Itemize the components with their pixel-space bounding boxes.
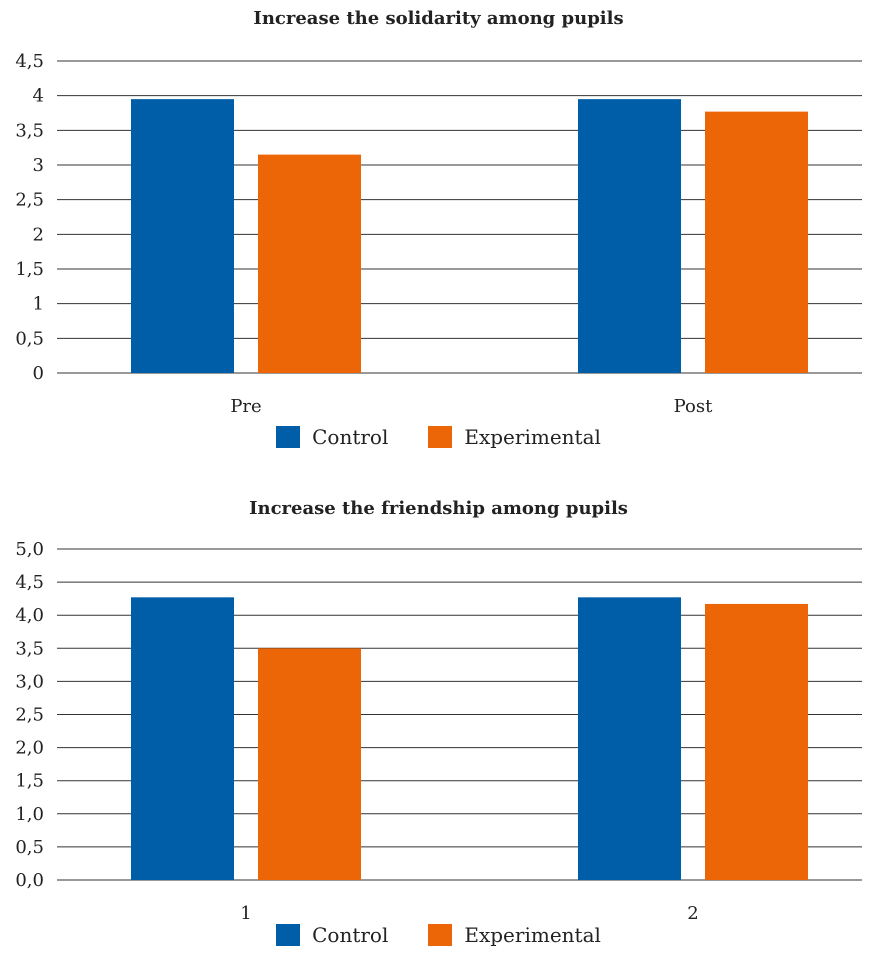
y-tick-label: 2 [33, 224, 44, 245]
y-tick-label: 3,0 [15, 671, 44, 692]
bar-experimental-pre [258, 154, 361, 373]
chart-title: Increase the solidarity among pupils [253, 8, 624, 29]
chart-legend: Control Experimental [0, 923, 877, 947]
bar-control-1 [131, 597, 234, 880]
solidarity-plot: 0 0,5 1 1,5 2 2,5 3 3,5 4 4,5 Pre Post [15, 51, 862, 417]
legend-label-experimental: Experimental [464, 923, 601, 947]
x-category-label: Pre [230, 396, 261, 417]
friendship-chart: Increase the friendship among pupils 0,0… [0, 490, 877, 957]
y-tick-label: 3,5 [15, 638, 44, 659]
y-tick-label: 4,0 [15, 605, 44, 626]
chart-legend: Control Experimental [0, 425, 877, 449]
y-tick-label: 2,5 [15, 705, 44, 726]
y-tick-label: 4,5 [15, 51, 44, 72]
y-tick-label: 4,5 [15, 572, 44, 593]
legend-swatch-control [276, 426, 301, 448]
bar-experimental-1 [258, 648, 361, 880]
y-tick-label: 1 [33, 294, 44, 315]
y-tick-label: 2,0 [15, 738, 44, 759]
y-tick-label: 5,0 [15, 539, 44, 560]
legend-item-control: Control [276, 923, 388, 947]
y-tick-label: 0,5 [15, 328, 44, 349]
legend-label-experimental: Experimental [464, 425, 601, 449]
legend-swatch-experimental [428, 924, 453, 946]
legend-item-experimental: Experimental [428, 923, 601, 947]
legend-item-control: Control [276, 425, 388, 449]
bar-control-2 [578, 597, 681, 880]
y-tick-label: 3,5 [15, 120, 44, 141]
y-tick-label: 0,5 [15, 837, 44, 858]
solidarity-chart: Increase the solidarity among pupils 0 0,… [0, 0, 877, 470]
y-tick-label: 0 [33, 363, 44, 384]
x-category-label: 1 [240, 903, 251, 920]
chart-title: Increase the friendship among pupils [249, 498, 628, 519]
y-tick-label: 1,0 [15, 804, 44, 825]
x-category-label: Post [674, 396, 713, 417]
bar-experimental-post [705, 111, 808, 373]
bar-control-pre [131, 99, 234, 373]
x-category-label: 2 [687, 903, 698, 920]
y-tick-label: 1,5 [15, 259, 44, 280]
legend-swatch-control [276, 924, 301, 946]
y-tick-label: 1,5 [15, 771, 44, 792]
bar-control-post [578, 99, 681, 373]
y-tick-label: 2,5 [15, 190, 44, 211]
bar-experimental-2 [705, 603, 808, 880]
friendship-plot: 0,0 0,5 1,0 1,5 2,0 2,5 3,0 3,5 4,0 4,5 5,0 1 2 [15, 539, 862, 920]
y-tick-label: 4 [33, 86, 44, 107]
legend-swatch-experimental [428, 426, 453, 448]
legend-label-control: Control [312, 425, 389, 449]
legend-label-control: Control [312, 923, 389, 947]
y-tick-label: 3 [33, 155, 44, 176]
y-tick-label: 0,0 [15, 870, 44, 891]
legend-item-experimental: Experimental [428, 425, 601, 449]
